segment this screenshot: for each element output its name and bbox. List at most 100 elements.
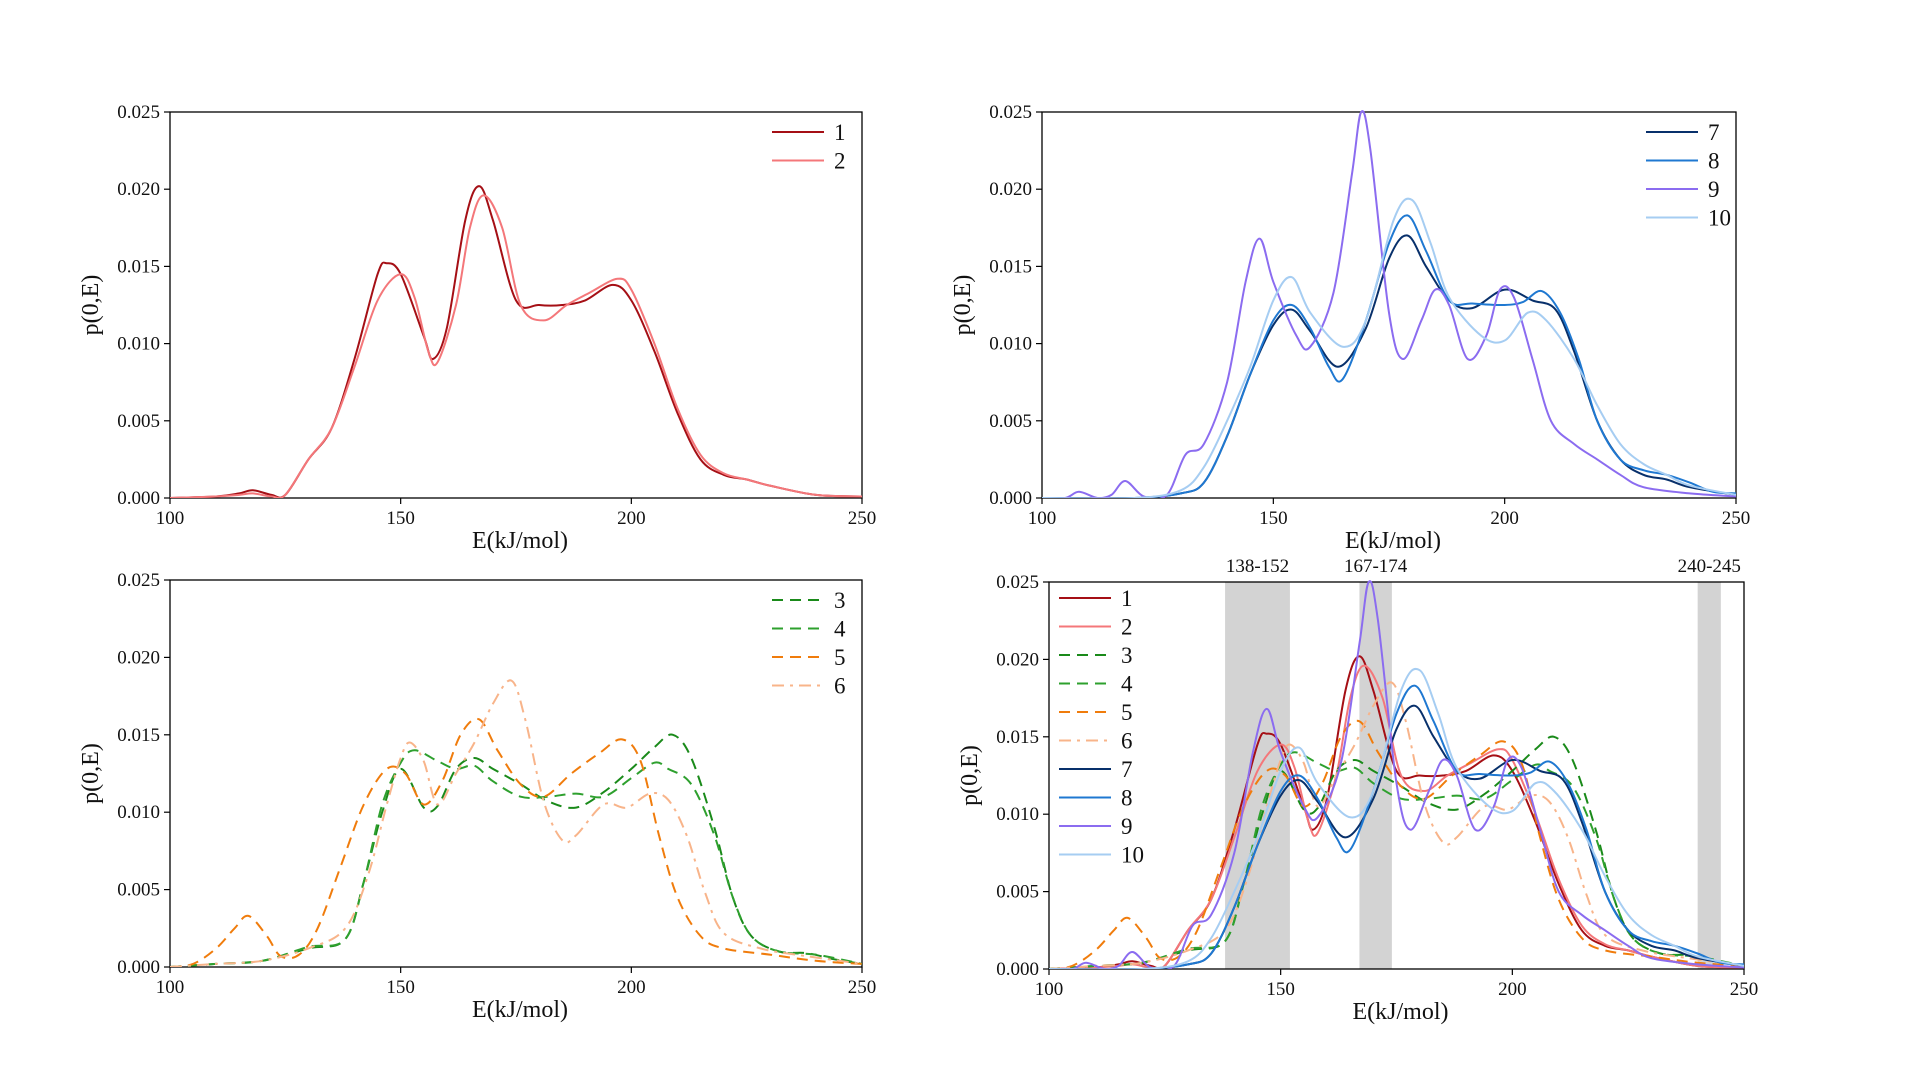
x-tick-label: 250 — [848, 508, 877, 529]
legend-label: 10 — [1708, 206, 1731, 231]
legend-label: 8 — [1708, 149, 1720, 174]
series-line-7 — [1042, 234, 1736, 498]
y-tick-label: 0.020 — [989, 179, 1032, 200]
x-tick-label: 250 — [1730, 979, 1759, 1000]
y-tick-label: 0.020 — [117, 647, 160, 668]
legend-label: 3 — [1121, 643, 1133, 668]
band-label: 240-245 — [1678, 556, 1741, 577]
legend-label: 4 — [834, 617, 846, 642]
y-tick-label: 0.010 — [117, 334, 160, 355]
legend-label: 1 — [1121, 586, 1133, 611]
band-label: 167-174 — [1344, 556, 1408, 577]
legend-label: 7 — [1708, 120, 1720, 145]
y-axis-label: p(0,E) — [78, 275, 104, 336]
series-line-10 — [1042, 197, 1736, 498]
x-tick-label: 150 — [386, 508, 415, 529]
y-tick-label: 0.005 — [117, 880, 160, 901]
highlight-band — [1359, 582, 1392, 969]
x-tick-label: 200 — [617, 508, 646, 529]
x-tick-label: 100 — [1035, 979, 1064, 1000]
chart-panel-2: 100 150 200 250 0.000 0.005 0.010 0.015 0.020 0.0… — [950, 102, 1750, 554]
x-tick-label: 150 — [1266, 979, 1295, 1000]
legend-label: 10 — [1121, 843, 1144, 868]
legend-label: 1 — [834, 120, 846, 145]
y-tick-label: 0.010 — [989, 334, 1032, 355]
highlight-band — [1697, 582, 1721, 969]
legend-label: 5 — [1121, 700, 1133, 725]
x-tick-label: 150 — [386, 977, 415, 998]
series-line-9 — [1042, 110, 1736, 498]
series-line-2 — [1049, 664, 1744, 969]
chart-panel-4: 138-152 167-174 240-245 100 150 200 250 0.000 0.… — [957, 556, 1758, 1025]
legend-label: 7 — [1121, 757, 1133, 782]
legend-label: 2 — [1121, 615, 1133, 640]
y-tick-label: 0.015 — [117, 256, 160, 277]
x-axis-label: E(kJ/mol) — [1345, 528, 1441, 554]
y-tick-label: 0.015 — [989, 256, 1032, 277]
series-line-9 — [1049, 580, 1744, 969]
chart-panel-1: 100 150 200 250 0.000 0.005 0.010 0.015 0.020 0.0… — [78, 102, 876, 554]
x-tick-label: 200 — [1490, 508, 1519, 529]
chart-panel-3: 100 150 200 250 0.000 0.005 0.010 0.015 0.020 0.0… — [78, 570, 876, 1023]
series-line-3 — [1049, 735, 1744, 969]
plot-frame — [169, 111, 863, 499]
series-line-7 — [1049, 704, 1744, 969]
x-axis-label: E(kJ/mol) — [472, 997, 568, 1023]
series-line-8 — [1049, 684, 1744, 969]
y-tick-label: 0.000 — [117, 957, 160, 978]
y-tick-label: 0.025 — [117, 102, 160, 123]
legend-label: 2 — [834, 149, 846, 174]
y-tick-label: 0.005 — [996, 882, 1039, 903]
series-line-8 — [1042, 214, 1736, 498]
y-tick-label: 0.000 — [117, 488, 160, 509]
x-tick-label: 100 — [156, 977, 185, 998]
x-axis-label: E(kJ/mol) — [472, 528, 568, 554]
y-tick-label: 0.005 — [117, 411, 160, 432]
y-tick-label: 0.000 — [989, 488, 1032, 509]
x-tick-label: 200 — [1498, 979, 1527, 1000]
y-tick-label: 0.010 — [117, 802, 160, 823]
x-tick-label: 150 — [1259, 508, 1288, 529]
y-tick-label: 0.025 — [117, 570, 160, 591]
y-axis-label: p(0,E) — [950, 275, 976, 336]
x-tick-label: 250 — [848, 977, 877, 998]
legend-label: 9 — [1708, 177, 1720, 202]
series-line-6 — [170, 679, 862, 967]
plot-frame — [1041, 111, 1737, 499]
series-line-4 — [170, 749, 862, 967]
plot-frame — [1048, 581, 1745, 970]
series-line-5 — [170, 717, 862, 967]
series-line-6 — [1049, 681, 1744, 969]
highlight-band — [1225, 582, 1290, 969]
series-line-1 — [170, 185, 862, 498]
x-axis-label: E(kJ/mol) — [1353, 999, 1449, 1025]
series-line-2 — [170, 194, 862, 498]
legend-label: 4 — [1121, 672, 1133, 697]
y-tick-label: 0.000 — [996, 959, 1039, 980]
y-tick-label: 0.015 — [996, 727, 1039, 748]
y-tick-label: 0.020 — [996, 649, 1039, 670]
legend-label: 6 — [1121, 729, 1133, 754]
y-tick-label: 0.025 — [996, 572, 1039, 593]
y-tick-label: 0.015 — [117, 725, 160, 746]
band-label: 138-152 — [1226, 556, 1289, 577]
y-axis-label: p(0,E) — [957, 745, 983, 806]
x-tick-label: 200 — [617, 977, 646, 998]
y-tick-label: 0.020 — [117, 179, 160, 200]
y-axis-label: p(0,E) — [78, 743, 104, 804]
y-tick-label: 0.005 — [989, 411, 1032, 432]
y-tick-label: 0.025 — [989, 102, 1032, 123]
legend-label: 6 — [834, 674, 846, 699]
series-line-3 — [170, 733, 862, 967]
series-line-10 — [1049, 667, 1744, 969]
plot-frame — [169, 579, 863, 968]
legend-label: 9 — [1121, 814, 1133, 839]
x-tick-label: 100 — [156, 508, 185, 529]
legend-label: 5 — [834, 645, 846, 670]
y-tick-label: 0.010 — [996, 804, 1039, 825]
legend-label: 3 — [834, 588, 846, 613]
x-tick-label: 250 — [1722, 508, 1751, 529]
legend-label: 8 — [1121, 786, 1133, 811]
x-tick-label: 100 — [1028, 508, 1057, 529]
